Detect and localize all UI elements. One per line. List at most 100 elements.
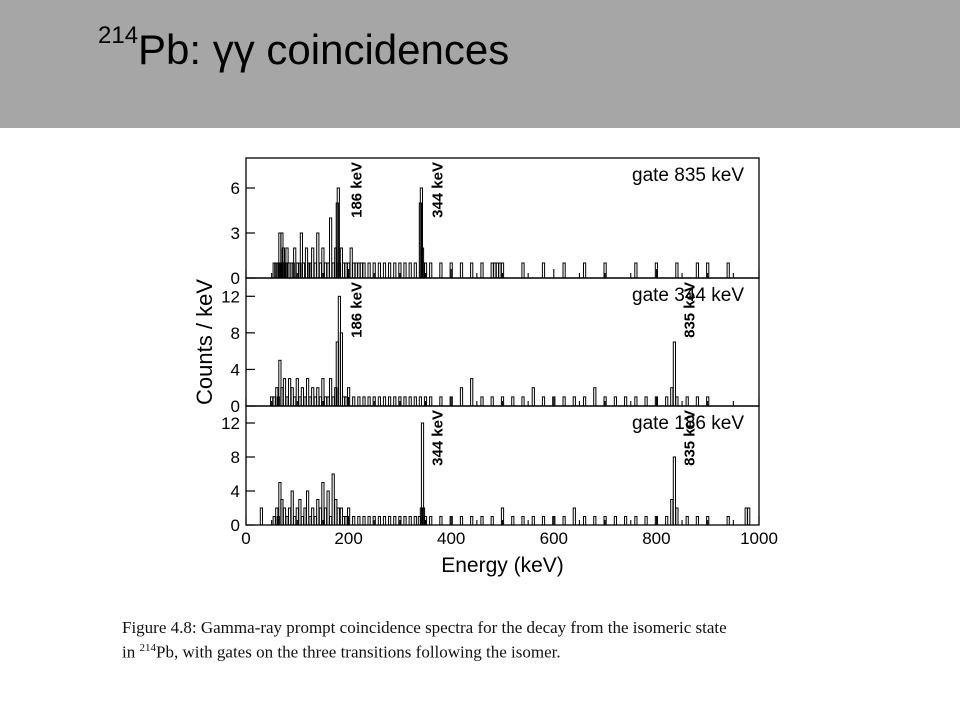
panel-3-bar [480, 516, 484, 526]
panel-1-bar [352, 262, 356, 279]
panel-3-bar [298, 499, 302, 526]
panel-3-bar [644, 516, 648, 526]
panel-2-bar [311, 387, 315, 407]
panel-3-bar [377, 516, 381, 526]
panel-2-bar [344, 396, 348, 407]
panel-2-bar [562, 396, 566, 407]
panel-2-bar [362, 396, 366, 407]
panel-1-ytick-label: 6 [231, 179, 240, 198]
panel-1-ytick-label: 0 [231, 269, 240, 288]
x-tick-label: 200 [334, 529, 362, 548]
peak-label: 186 keV [348, 162, 365, 218]
panel-3-bar [695, 516, 699, 526]
panel-3-bar [744, 507, 748, 526]
panel-2-bar [672, 341, 676, 407]
panel-2-bar [634, 396, 638, 407]
panel-2-bar [531, 387, 535, 407]
panel-2-bar [393, 396, 397, 407]
panel-1-bar [357, 262, 361, 279]
panel-1-bar [403, 262, 407, 279]
panel-1-bar [393, 262, 397, 279]
panel-3-bar [334, 499, 338, 526]
panel-2-bar [665, 396, 669, 407]
panel-2-bar [316, 387, 320, 407]
panel-2-bar [439, 396, 443, 407]
x-axis-label: Energy (keV) [441, 554, 564, 577]
panel-1-bar [675, 262, 679, 279]
panel-3-bar [326, 490, 330, 526]
panel-1-ytick-label: 3 [231, 224, 240, 243]
panel-3-bar [583, 516, 587, 526]
panel-2-bar [318, 396, 322, 407]
panel-3-bar [367, 516, 371, 526]
panel-2-bar [418, 396, 422, 407]
panel-3-bar [300, 516, 304, 526]
header-band [0, 0, 960, 128]
panel-3-bar [288, 507, 292, 526]
panel-3-bar [352, 516, 356, 526]
panel-3-bar [521, 516, 525, 526]
panel-3-bar [303, 507, 307, 526]
panel-3-ytick-label: 0 [231, 516, 240, 535]
x-tick-label: 400 [437, 529, 465, 548]
panel-2-bar [288, 378, 292, 407]
panel-3-bar [336, 507, 340, 526]
panel-2-bar [470, 378, 474, 407]
panel-1-bar [634, 262, 638, 279]
panel-3-bar [593, 516, 597, 526]
x-tick-label: 800 [642, 529, 670, 548]
panel-3-bar [429, 516, 433, 526]
panel-2-bar [352, 396, 356, 407]
panel-3-bar [323, 507, 328, 526]
panel-1-bar [359, 262, 363, 279]
panel-1-bar [354, 262, 358, 279]
peak-label: 344 keV [430, 410, 447, 466]
panel-2-bar [382, 396, 387, 407]
panel-3-bar [408, 516, 412, 526]
panel-3-bar [726, 516, 730, 526]
panel-3-bar [321, 482, 325, 526]
panel-1-gate-label: gate 835 keV [632, 165, 744, 186]
panel-1-bar [562, 262, 566, 279]
panel-1-bar [429, 262, 433, 279]
panel-3-bar [272, 516, 276, 526]
panel-1-bar [331, 262, 335, 279]
panel-2-bar [298, 396, 302, 407]
panel-3-bar [331, 473, 335, 526]
panel-3-gate-label: gate 186 keV [632, 413, 744, 434]
panel-3-bar [670, 499, 674, 526]
panel-1-bar [382, 262, 387, 279]
panel-2-ytick-label: 12 [221, 287, 240, 306]
peak-label: 835 keV [681, 282, 698, 338]
panel-2-ytick-label: 8 [231, 324, 240, 343]
panel-2-bar [341, 396, 346, 407]
panel-3-ytick-label: 4 [231, 482, 240, 501]
panel-3-bar [439, 516, 443, 526]
panel-3-bar [672, 456, 676, 526]
peak-label: 344 keV [430, 162, 447, 218]
title-superscript: 214 [98, 22, 139, 49]
panel-3-bar [541, 516, 546, 526]
panel-2-gate-label: gate 344 keV [632, 285, 744, 306]
panel-1-bar [495, 262, 499, 279]
panel-2-bar [521, 396, 525, 407]
panel-3-bar [341, 516, 346, 526]
panel-3-bar [562, 516, 566, 526]
panel-3-bar [290, 490, 294, 526]
panel-3-bar [280, 499, 284, 526]
panel-2-bar [511, 396, 515, 407]
panel-3-bar [624, 516, 628, 526]
panel-3-bar [511, 516, 515, 526]
slide-title: 214Pb: γγ coincidences [98, 22, 509, 74]
panel-1-bar [316, 232, 320, 279]
panel-2-bar [357, 396, 361, 407]
panel-2-bar [282, 378, 287, 407]
panel-3-bar [393, 516, 397, 526]
panel-2-bar [583, 396, 587, 407]
panel-2-bar [377, 396, 381, 407]
panel-3-bar [382, 516, 387, 526]
panel-2-bar [331, 396, 335, 407]
panel-3-bar [357, 516, 361, 526]
panel-3-bar [634, 516, 638, 526]
panel-1-bar [490, 262, 494, 279]
